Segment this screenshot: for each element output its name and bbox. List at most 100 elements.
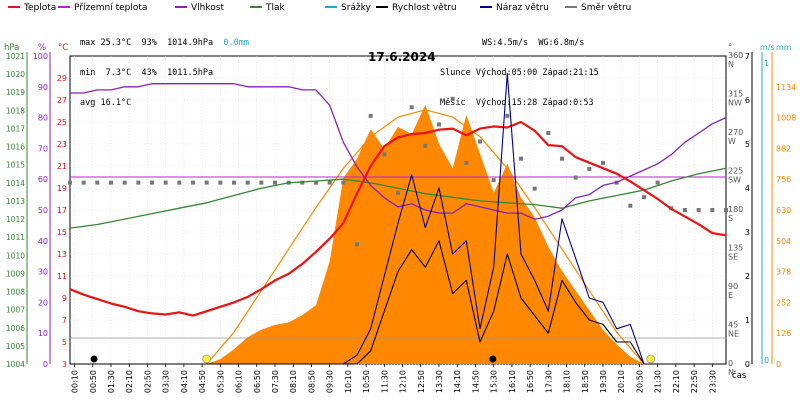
wind-direction-point <box>355 242 359 247</box>
axis-tick-time: 14:50 <box>471 370 480 393</box>
humidity-line <box>70 83 727 220</box>
theoretical-radiation-line <box>206 109 645 365</box>
stat-wg: WG:6.8m/s <box>538 38 585 48</box>
axis-tick-time: 07:30 <box>271 370 280 393</box>
wind-direction-point <box>218 180 223 185</box>
axis-tick-temp: 3 <box>62 360 67 369</box>
axis-tick-time: 05:30 <box>216 370 225 393</box>
wind-direction-point <box>109 180 113 185</box>
axis-tick-ms: 7 <box>745 52 750 61</box>
axis-tick-time: 14:10 <box>453 370 462 393</box>
legend-swatch <box>565 5 577 8</box>
wind-direction-point <box>546 131 551 135</box>
axis-tick-pct: 10 <box>38 329 48 338</box>
axis-tick-hpa: 1004 <box>6 360 25 369</box>
axis-tick-temp: 29 <box>57 74 67 83</box>
axis-unit-pct: % <box>38 43 46 53</box>
axis-tick-hpa: 1015 <box>6 161 25 170</box>
stat-min-label: min <box>80 68 96 78</box>
axis-tick-pct: 80 <box>38 114 48 123</box>
wind-direction-point <box>204 180 209 185</box>
axis-tick-hpa: 1006 <box>6 324 25 333</box>
axis-tick-time: 12:10 <box>399 370 408 393</box>
wind-direction-point <box>122 180 127 185</box>
axis-unit-ms: m/s <box>760 43 775 52</box>
axis-unit-hpa: hPa <box>4 43 19 53</box>
wind-direction-point <box>491 178 496 183</box>
legend-item: Přízemní teplota <box>58 3 147 13</box>
axis-tick-hpa: 1010 <box>6 251 25 260</box>
axis-tick-hpa: 1011 <box>6 233 25 242</box>
axis-tick-hpa: 1020 <box>6 70 25 79</box>
legend-label: Rychlost větru <box>392 3 457 13</box>
wind-direction-point <box>683 208 687 212</box>
axis-tick-time: 09:30 <box>326 370 335 393</box>
axis-tick-temp: 27 <box>57 96 67 105</box>
axis-tick-time: 00:10 <box>71 370 80 393</box>
legend-swatch <box>376 5 388 8</box>
axis-tick-hpa: 1016 <box>6 143 25 152</box>
stat-max-rain: 0.0mm <box>223 38 249 48</box>
axis-tick-hpa: 1017 <box>6 124 25 133</box>
axis-tick-time: 19:30 <box>599 370 608 393</box>
axis-unit-temp: °C <box>58 43 68 53</box>
axis-tick-dir-name: SW <box>728 176 741 185</box>
wind-direction-point <box>696 208 701 212</box>
wind-direction-point <box>300 180 305 185</box>
stat-min-temp: 7.3°C <box>105 68 132 78</box>
axis-tick-hpa: 1019 <box>6 88 25 97</box>
axis-tick-pct: 70 <box>38 144 48 153</box>
legend-item: Vlhkost <box>175 3 224 13</box>
wind-direction-point <box>478 139 482 144</box>
axis-tick-temp: 25 <box>57 118 67 127</box>
wind-direction-point <box>409 105 414 110</box>
wind-gust-line <box>70 73 726 365</box>
stat-avg-label: avg <box>80 98 96 108</box>
wind-direction-point <box>587 166 592 171</box>
axis-tick-dir: 180 <box>728 205 743 214</box>
stat-min-press: 1011.5hPa <box>167 68 214 78</box>
axis-tick-ms: 4 <box>745 184 750 193</box>
axis-tick-time: 08:10 <box>289 370 298 393</box>
stat-min-hum: 43% <box>141 68 157 78</box>
wind-direction-point <box>450 96 455 101</box>
moon-label: Měsíc <box>440 98 466 108</box>
axis-tick-hpa: 1009 <box>6 269 25 278</box>
wind-direction-point <box>368 113 373 118</box>
axis-tick-time: 18:10 <box>563 370 572 393</box>
axis-tick-time: 06:50 <box>253 370 262 393</box>
wind-direction-point <box>81 180 86 185</box>
axis-tick-pct: 100 <box>33 52 48 61</box>
axis-tick-wm2: 1134 <box>776 83 796 92</box>
axis-unit-mm: mm <box>776 43 792 52</box>
legend-label: Směr větru <box>581 3 632 13</box>
stat-max-press: 1014.9hPa <box>167 38 214 48</box>
axis-tick-time: 08:50 <box>307 370 316 393</box>
wind-direction-point <box>314 180 318 185</box>
axis-tick-time: 18:50 <box>581 370 590 393</box>
moon-rise: Východ:15:28 <box>475 98 538 108</box>
legend-swatch <box>58 5 70 8</box>
axis-tick-dir-name: S <box>728 214 733 223</box>
axis-tick-time: 11:30 <box>380 370 389 393</box>
legend-item: Teplota <box>8 3 56 13</box>
axis-tick-ms: 6 <box>745 96 750 105</box>
axis-tick-dir: 360 <box>728 51 743 60</box>
sunset-marker <box>646 354 656 364</box>
axis-tick-mm: 1 <box>764 59 769 68</box>
axis-tick-wm2: 252 <box>776 298 791 307</box>
axis-tick-wm2: 630 <box>776 206 791 215</box>
wind-direction-point <box>655 180 660 185</box>
wind-direction-point <box>628 203 633 208</box>
sun-rise: Východ:05:00 <box>475 68 538 78</box>
axis-tick-dir: 225 <box>728 167 743 176</box>
legend-label: Srážky <box>341 3 371 13</box>
wind-direction-point <box>163 180 168 185</box>
axis-tick-temp: 21 <box>57 162 67 171</box>
axis-tick-pct: 90 <box>38 83 48 92</box>
wind-speed-line <box>70 240 726 365</box>
axis-tick-dir: 90 <box>728 282 738 291</box>
wind-direction-point <box>505 113 510 118</box>
legend-item: Náraz větru <box>480 3 549 13</box>
